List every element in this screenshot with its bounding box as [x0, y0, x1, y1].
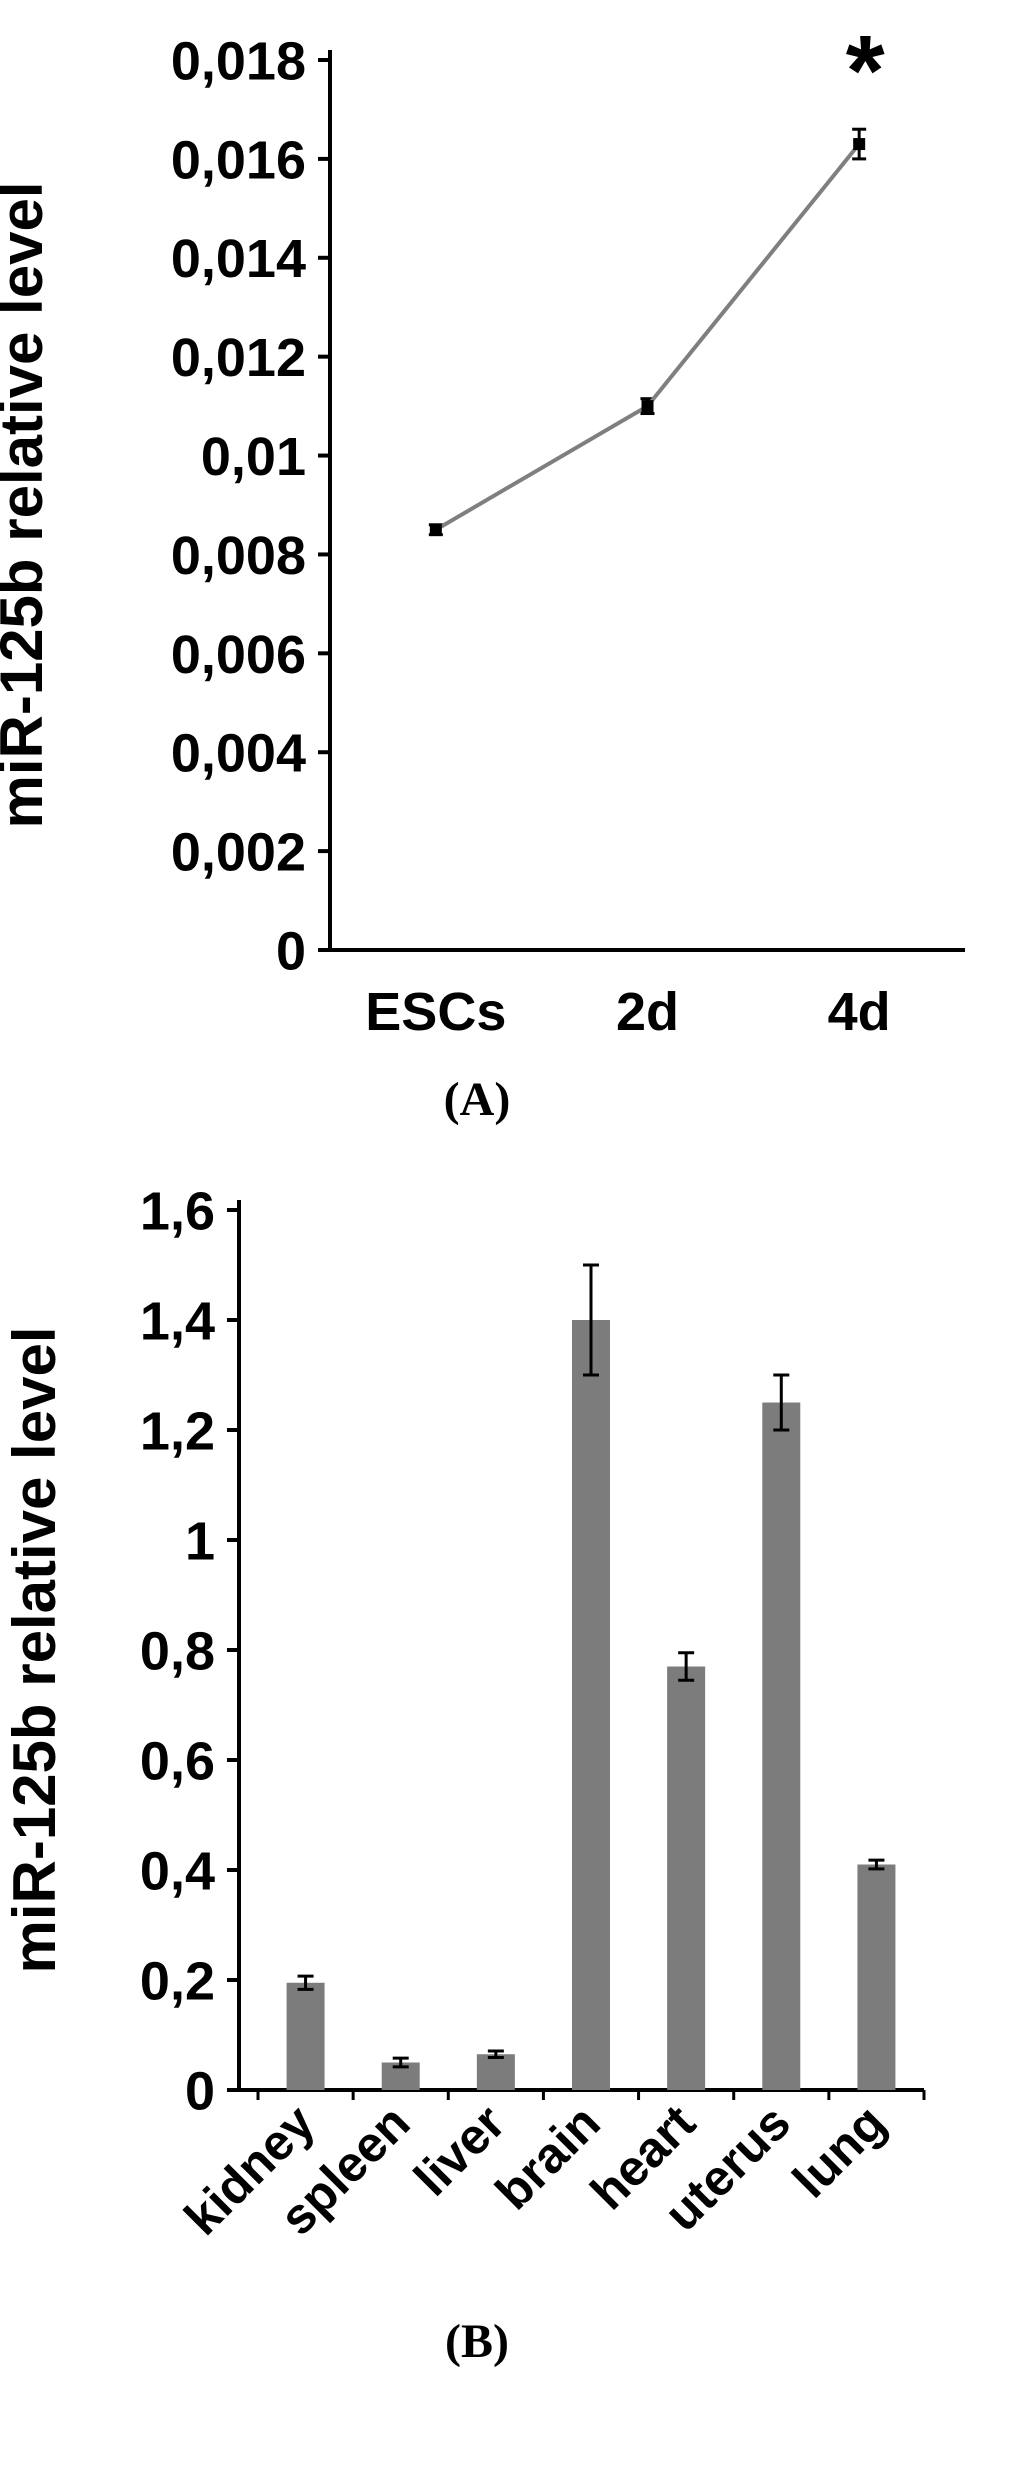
y-tick-label: 0,6 — [140, 1731, 215, 1791]
y-tick-label: 0 — [185, 2061, 215, 2121]
y-tick-label: 0,006 — [171, 625, 306, 685]
panel-b: 0 0,2 0,4 0,6 0,8 1 1,2 1,4 1,6 miR-125b relative… — [0, 1150, 1024, 2486]
y-axis-title: miR-125b relative level — [1, 1326, 68, 1973]
x-tick-label: brain — [485, 2094, 611, 2220]
y-axis-title: miR-125b relative level — [0, 181, 55, 828]
data-line — [434, 142, 861, 532]
bar-liver — [476, 2054, 515, 2090]
x-tick-label: 2d — [616, 982, 679, 1042]
bar-brain — [572, 1320, 610, 2090]
y-tick-label: 0,018 — [171, 31, 306, 91]
y-tick-label: 0,012 — [171, 328, 306, 388]
data-point-marker — [429, 523, 442, 536]
line-chart-mir125b-differentiation: 0 0,002 0,004 0,006 0,008 0,01 0,012 0,014 0,016… — [0, 15, 965, 1042]
y-tick-label: 0,008 — [171, 526, 306, 586]
y-tick-label: 1,4 — [140, 1291, 215, 1351]
data-point-marker — [853, 138, 866, 151]
bar-lung — [857, 1864, 896, 2090]
bar-uterus — [762, 1402, 801, 2090]
bar-chart-mir125b-tissues: 0 0,2 0,4 0,6 0,8 1 1,2 1,4 1,6 miR-125b relative… — [1, 1181, 926, 2246]
y-tick-label: 0,01 — [201, 427, 306, 487]
data-point-marker — [641, 400, 654, 413]
panel-a-label: (A) — [443, 1073, 511, 1126]
bar-heart — [667, 1666, 706, 2090]
y-tick-label: 0,8 — [140, 1621, 215, 1681]
y-tick-label: 0,2 — [140, 1951, 215, 2011]
y-tick-label: 0,016 — [171, 130, 306, 190]
x-tick-label: ESCs — [365, 982, 506, 1042]
y-tick-label: 1,6 — [140, 1181, 215, 1241]
x-tick-label: 4d — [828, 982, 891, 1042]
panel-b-label: (B) — [445, 2315, 509, 2368]
y-tick-label: 1 — [185, 1511, 215, 1571]
x-tick-label: lung — [782, 2094, 896, 2208]
bar-kidney — [286, 1982, 325, 2090]
y-tick-label: 0,004 — [171, 724, 306, 784]
y-tick-label: 0 — [276, 921, 306, 981]
y-tick-label: 0,4 — [140, 1841, 215, 1901]
y-tick-label: 0,014 — [171, 229, 306, 289]
y-tick-label: 1,2 — [140, 1401, 215, 1461]
y-tick-label: 0,002 — [171, 823, 306, 883]
panel-a: 0 0,002 0,004 0,006 0,008 0,01 0,012 0,014 0,016… — [0, 0, 1024, 1150]
significance-star: * — [846, 15, 885, 127]
